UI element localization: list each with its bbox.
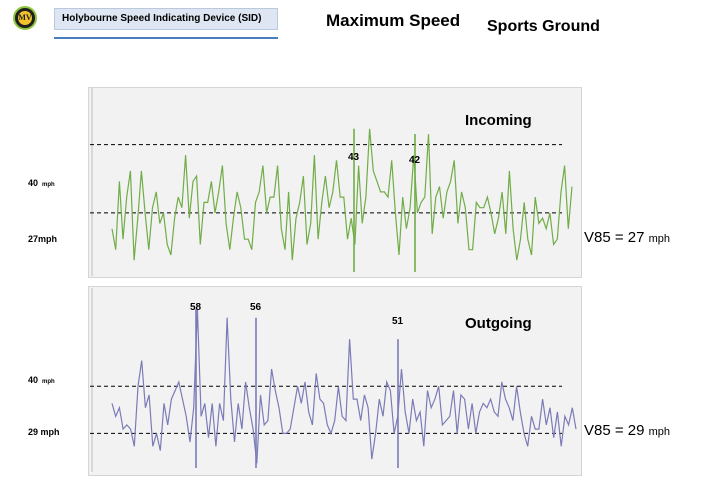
header-rule <box>54 37 278 39</box>
incoming-chart-panel <box>88 87 582 278</box>
incoming-series-line <box>111 128 573 261</box>
incoming-chart-title: Incoming <box>465 112 532 129</box>
incoming-ref-label-1: 27mph <box>28 234 57 244</box>
outgoing-chart-title: Outgoing <box>465 315 532 332</box>
incoming-ref-unit-0: mph <box>42 182 55 188</box>
outgoing-peak-label-2: 51 <box>392 316 404 327</box>
page-title: Maximum Speed <box>326 11 461 30</box>
incoming-ref-label-0: 40 <box>28 178 38 188</box>
outgoing-chart-panel <box>88 286 582 476</box>
location-title: Sports Ground <box>487 18 600 35</box>
outgoing-ref-unit-0: mph <box>42 379 55 385</box>
outgoing-v85-value: V85 = 29 <box>584 422 645 439</box>
device-title: Holybourne Speed Indicating Device (SID) <box>54 8 278 30</box>
outgoing-v85-unit: mph <box>648 426 671 438</box>
incoming-peak-label-0: 43 <box>348 152 360 163</box>
incoming-v85-unit: mph <box>648 233 671 245</box>
outgoing-peak-label-0: 58 <box>190 302 202 313</box>
logo: MV <box>13 6 37 30</box>
incoming-peak-label-1: 42 <box>409 155 421 166</box>
logo-text: MV <box>18 11 32 25</box>
outgoing-ref-label-0: 40 <box>28 375 38 385</box>
incoming-v85: V85 = 27 mph <box>584 229 670 246</box>
outgoing-v85: V85 = 29 mph <box>584 422 670 439</box>
outgoing-peak-label-1: 56 <box>250 302 262 313</box>
outgoing-series-line <box>111 309 577 464</box>
incoming-v85-value: V85 = 27 <box>584 229 645 246</box>
outgoing-ref-label-1: 29 mph <box>28 427 60 437</box>
